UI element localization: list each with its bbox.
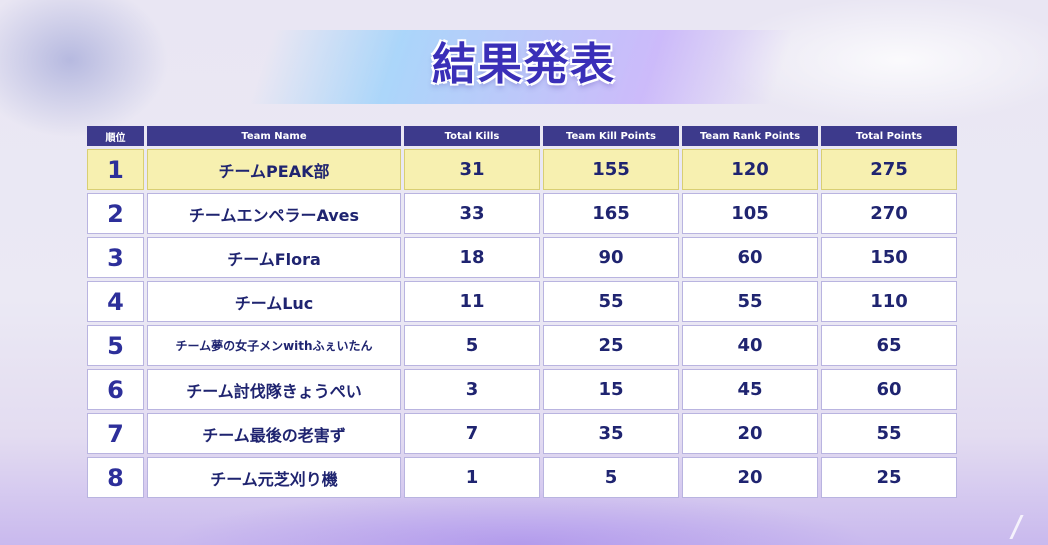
kill-points-cell: 165 [543, 193, 679, 234]
kill-points-cell: 55 [543, 281, 679, 322]
total-kills-cell: 31 [404, 149, 540, 190]
rank-cell: 8 [87, 457, 144, 498]
team-name-cell: チーム討伐隊きょうぺい [147, 369, 401, 410]
corner-decoration [969, 515, 1024, 539]
table-row: 1 チームPEAK部 31 155 120 275 [87, 149, 957, 190]
header-team-rank-points: Team Rank Points [682, 126, 818, 146]
total-points-cell: 110 [821, 281, 957, 322]
total-points-cell: 65 [821, 325, 957, 366]
header-total-kills: Total Kills [404, 126, 540, 146]
rank-points-cell: 45 [682, 369, 818, 410]
rank-cell: 4 [87, 281, 144, 322]
total-points-cell: 25 [821, 457, 957, 498]
kill-points-cell: 155 [543, 149, 679, 190]
total-kills-cell: 3 [404, 369, 540, 410]
total-kills-cell: 5 [404, 325, 540, 366]
rank-points-cell: 105 [682, 193, 818, 234]
table-header-row: 順位 Team Name Total Kills Team Kill Point… [87, 126, 957, 146]
total-kills-cell: 18 [404, 237, 540, 278]
rank-cell: 7 [87, 413, 144, 454]
rank-points-cell: 40 [682, 325, 818, 366]
table-row: 5 チーム夢の女子メンwithふぇいたん 5 25 40 65 [87, 325, 957, 366]
header-rank: 順位 [87, 126, 144, 146]
table-row: 8 チーム元芝刈り機 1 5 20 25 [87, 457, 957, 498]
total-kills-cell: 1 [404, 457, 540, 498]
rank-cell: 6 [87, 369, 144, 410]
kill-points-cell: 35 [543, 413, 679, 454]
rank-points-cell: 120 [682, 149, 818, 190]
table-row: 3 チームFlora 18 90 60 150 [87, 237, 957, 278]
total-kills-cell: 11 [404, 281, 540, 322]
total-kills-cell: 33 [404, 193, 540, 234]
table-row: 2 チームエンペラーAves 33 165 105 270 [87, 193, 957, 234]
rank-cell: 2 [87, 193, 144, 234]
total-points-cell: 150 [821, 237, 957, 278]
rank-points-cell: 55 [682, 281, 818, 322]
rank-points-cell: 20 [682, 413, 818, 454]
team-name-cell: チームエンペラーAves [147, 193, 401, 234]
total-points-cell: 275 [821, 149, 957, 190]
table-row: 7 チーム最後の老害ず 7 35 20 55 [87, 413, 957, 454]
team-name-cell: チームLuc [147, 281, 401, 322]
team-name-cell: チーム夢の女子メンwithふぇいたん [147, 325, 401, 366]
total-points-cell: 55 [821, 413, 957, 454]
rank-points-cell: 20 [682, 457, 818, 498]
table-row: 4 チームLuc 11 55 55 110 [87, 281, 957, 322]
rank-cell: 1 [87, 149, 144, 190]
team-name-cell: チームFlora [147, 237, 401, 278]
rank-cell: 3 [87, 237, 144, 278]
page-title: 結果発表 [432, 39, 616, 90]
kill-points-cell: 25 [543, 325, 679, 366]
kill-points-cell: 5 [543, 457, 679, 498]
header-team-name: Team Name [147, 126, 401, 146]
kill-points-cell: 90 [543, 237, 679, 278]
rank-points-cell: 60 [682, 237, 818, 278]
team-name-cell: チーム元芝刈り機 [147, 457, 401, 498]
table-row: 6 チーム討伐隊きょうぺい 3 15 45 60 [87, 369, 957, 410]
team-name-cell: チームPEAK部 [147, 149, 401, 190]
rank-cell: 5 [87, 325, 144, 366]
total-points-cell: 270 [821, 193, 957, 234]
header-team-kill-points: Team Kill Points [543, 126, 679, 146]
kill-points-cell: 15 [543, 369, 679, 410]
total-kills-cell: 7 [404, 413, 540, 454]
results-table: 順位 Team Name Total Kills Team Kill Point… [84, 123, 960, 501]
total-points-cell: 60 [821, 369, 957, 410]
team-name-cell: チーム最後の老害ず [147, 413, 401, 454]
header-total-points: Total Points [821, 126, 957, 146]
